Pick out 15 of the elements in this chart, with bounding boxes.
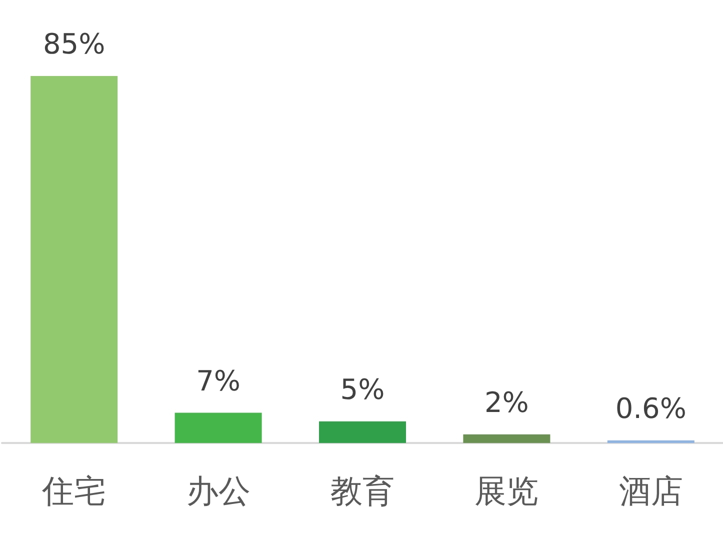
data-label: 7% <box>196 364 241 398</box>
bar <box>174 412 262 443</box>
data-label: 5% <box>340 372 385 406</box>
bar <box>463 434 550 443</box>
data-label: 2% <box>484 386 529 419</box>
x-tick-label: 办公 <box>186 472 250 510</box>
x-tick-label: 展览 <box>474 472 539 510</box>
data-label: 85% <box>42 28 106 60</box>
data-label: 0.6% <box>615 392 686 425</box>
bar <box>319 421 406 443</box>
x-tick-label: 酒店 <box>618 472 683 510</box>
x-tick-label: 住宅 <box>41 472 106 510</box>
bar <box>607 440 694 443</box>
bar <box>30 76 118 443</box>
x-tick-label: 教育 <box>330 472 394 510</box>
